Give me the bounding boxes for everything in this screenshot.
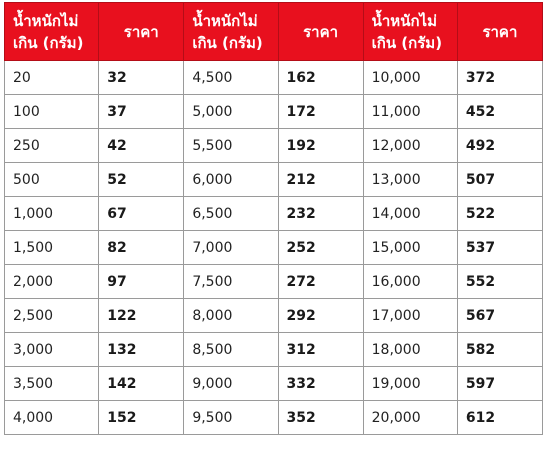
weight-cell: 16,000 [362,264,458,299]
weight-cell: 20,000 [362,400,458,435]
weight-cell: 12,000 [362,128,458,163]
weight-cell: 4,000 [3,400,100,435]
weight-cell: 8,500 [183,332,279,367]
price-cell: 67 [98,196,185,231]
weight-cell: 250 [3,128,100,163]
header-price-1: ราคา [98,2,185,61]
price-cell: 352 [277,400,364,435]
shipping-rate-table: น้ำหนักไม่เกิน (กรัม) ราคา น้ำหนักไม่เกิ… [3,2,544,435]
price-cell: 142 [98,366,185,401]
weight-cell: 11,000 [362,94,458,129]
weight-cell: 3,500 [3,366,100,401]
table-row: 4,000 152 9,500 352 20,000 612 [3,400,544,435]
weight-cell: 7,500 [183,264,279,299]
price-cell: 32 [98,60,185,95]
weight-cell: 2,000 [3,264,100,299]
weight-cell: 9,000 [183,366,279,401]
table-row: 2,500 122 8,000 292 17,000 567 [3,298,544,333]
table-body: 20 32 4,500 162 10,000 372 100 37 5,000 172 11,000… [3,60,544,435]
price-cell: 192 [277,128,364,163]
weight-cell: 100 [3,94,100,129]
weight-cell: 4,500 [183,60,279,95]
weight-cell: 14,000 [362,196,458,231]
price-cell: 162 [277,60,364,95]
price-cell: 212 [277,162,364,197]
price-cell: 552 [456,264,544,299]
price-cell: 252 [277,230,364,265]
weight-cell: 15,000 [362,230,458,265]
price-cell: 567 [456,298,544,333]
weight-cell: 10,000 [362,60,458,95]
price-cell: 82 [98,230,185,265]
table-row: 250 42 5,500 192 12,000 492 [3,128,544,163]
header-weight-3: น้ำหนักไม่เกิน (กรัม) [362,2,458,61]
weight-cell: 5,000 [183,94,279,129]
table-row: 1,500 82 7,000 252 15,000 537 [3,230,544,265]
weight-cell: 13,000 [362,162,458,197]
weight-cell: 2,500 [3,298,100,333]
header-price-3: ราคา [456,2,544,61]
weight-cell: 1,500 [3,230,100,265]
table-row: 1,000 67 6,500 232 14,000 522 [3,196,544,231]
price-cell: 372 [456,60,544,95]
table-row: 3,000 132 8,500 312 18,000 582 [3,332,544,367]
price-cell: 172 [277,94,364,129]
weight-cell: 1,000 [3,196,100,231]
weight-cell: 500 [3,162,100,197]
price-cell: 132 [98,332,185,367]
header-price-2: ราคา [277,2,364,61]
table-header: น้ำหนักไม่เกิน (กรัม) ราคา น้ำหนักไม่เกิ… [3,2,544,61]
price-cell: 97 [98,264,185,299]
price-cell: 312 [277,332,364,367]
price-cell: 507 [456,162,544,197]
weight-cell: 17,000 [362,298,458,333]
weight-cell: 3,000 [3,332,100,367]
header-weight-2: น้ำหนักไม่เกิน (กรัม) [183,2,279,61]
weight-cell: 9,500 [183,400,279,435]
price-cell: 452 [456,94,544,129]
price-cell: 152 [98,400,185,435]
price-cell: 122 [98,298,185,333]
price-cell: 272 [277,264,364,299]
price-cell: 597 [456,366,544,401]
weight-cell: 6,000 [183,162,279,197]
weight-cell: 6,500 [183,196,279,231]
price-cell: 492 [456,128,544,163]
weight-cell: 8,000 [183,298,279,333]
price-cell: 52 [98,162,185,197]
price-cell: 292 [277,298,364,333]
weight-cell: 19,000 [362,366,458,401]
table-row: 2,000 97 7,500 272 16,000 552 [3,264,544,299]
weight-cell: 20 [3,60,100,95]
table-row: 20 32 4,500 162 10,000 372 [3,60,544,95]
weight-cell: 18,000 [362,332,458,367]
header-weight-1: น้ำหนักไม่เกิน (กรัม) [3,2,100,61]
table-row: 3,500 142 9,000 332 19,000 597 [3,366,544,401]
weight-cell: 5,500 [183,128,279,163]
price-cell: 332 [277,366,364,401]
price-cell: 42 [98,128,185,163]
price-cell: 232 [277,196,364,231]
table-row: 500 52 6,000 212 13,000 507 [3,162,544,197]
price-cell: 582 [456,332,544,367]
table-row: 100 37 5,000 172 11,000 452 [3,94,544,129]
weight-cell: 7,000 [183,230,279,265]
price-cell: 537 [456,230,544,265]
header-row: น้ำหนักไม่เกิน (กรัม) ราคา น้ำหนักไม่เกิ… [3,2,544,61]
price-cell: 522 [456,196,544,231]
price-cell: 37 [98,94,185,129]
price-cell: 612 [456,400,544,435]
